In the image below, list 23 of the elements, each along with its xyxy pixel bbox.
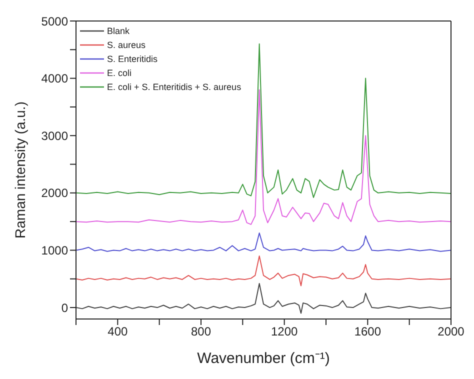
y-tick-label: 5000 [41, 14, 68, 28]
legend-label: Blank [107, 25, 130, 38]
y-tick-label: 2000 [41, 186, 68, 200]
x-tick-label: 1200 [270, 324, 298, 339]
y-axis-title: Raman intensity (a.u.) [12, 102, 28, 238]
x-tick-label: 2000 [438, 324, 465, 339]
y-tick-label: 4000 [41, 72, 68, 86]
x-axis-title: Wavenumber (cm⁻¹) [197, 350, 330, 367]
legend-label: E. coli [107, 67, 132, 80]
line-series [76, 232, 451, 252]
y-tick-label: 0 [61, 300, 68, 315]
y-tick-label: 3000 [41, 128, 68, 143]
line-series [76, 255, 451, 286]
x-tick-label: 1600 [354, 324, 382, 339]
legend-label: E. coli + S. Enteritidis + S. aureus [107, 81, 242, 94]
line-series [76, 89, 451, 225]
line-series [76, 282, 451, 314]
y-tick-label: 1000 [41, 243, 68, 258]
legend-label: S. aureus [107, 39, 146, 52]
x-tick-label: 400 [108, 324, 128, 339]
x-tick-label: 800 [190, 324, 212, 339]
line-series [76, 43, 451, 198]
legend-label: S. Enteritidis [107, 53, 158, 66]
